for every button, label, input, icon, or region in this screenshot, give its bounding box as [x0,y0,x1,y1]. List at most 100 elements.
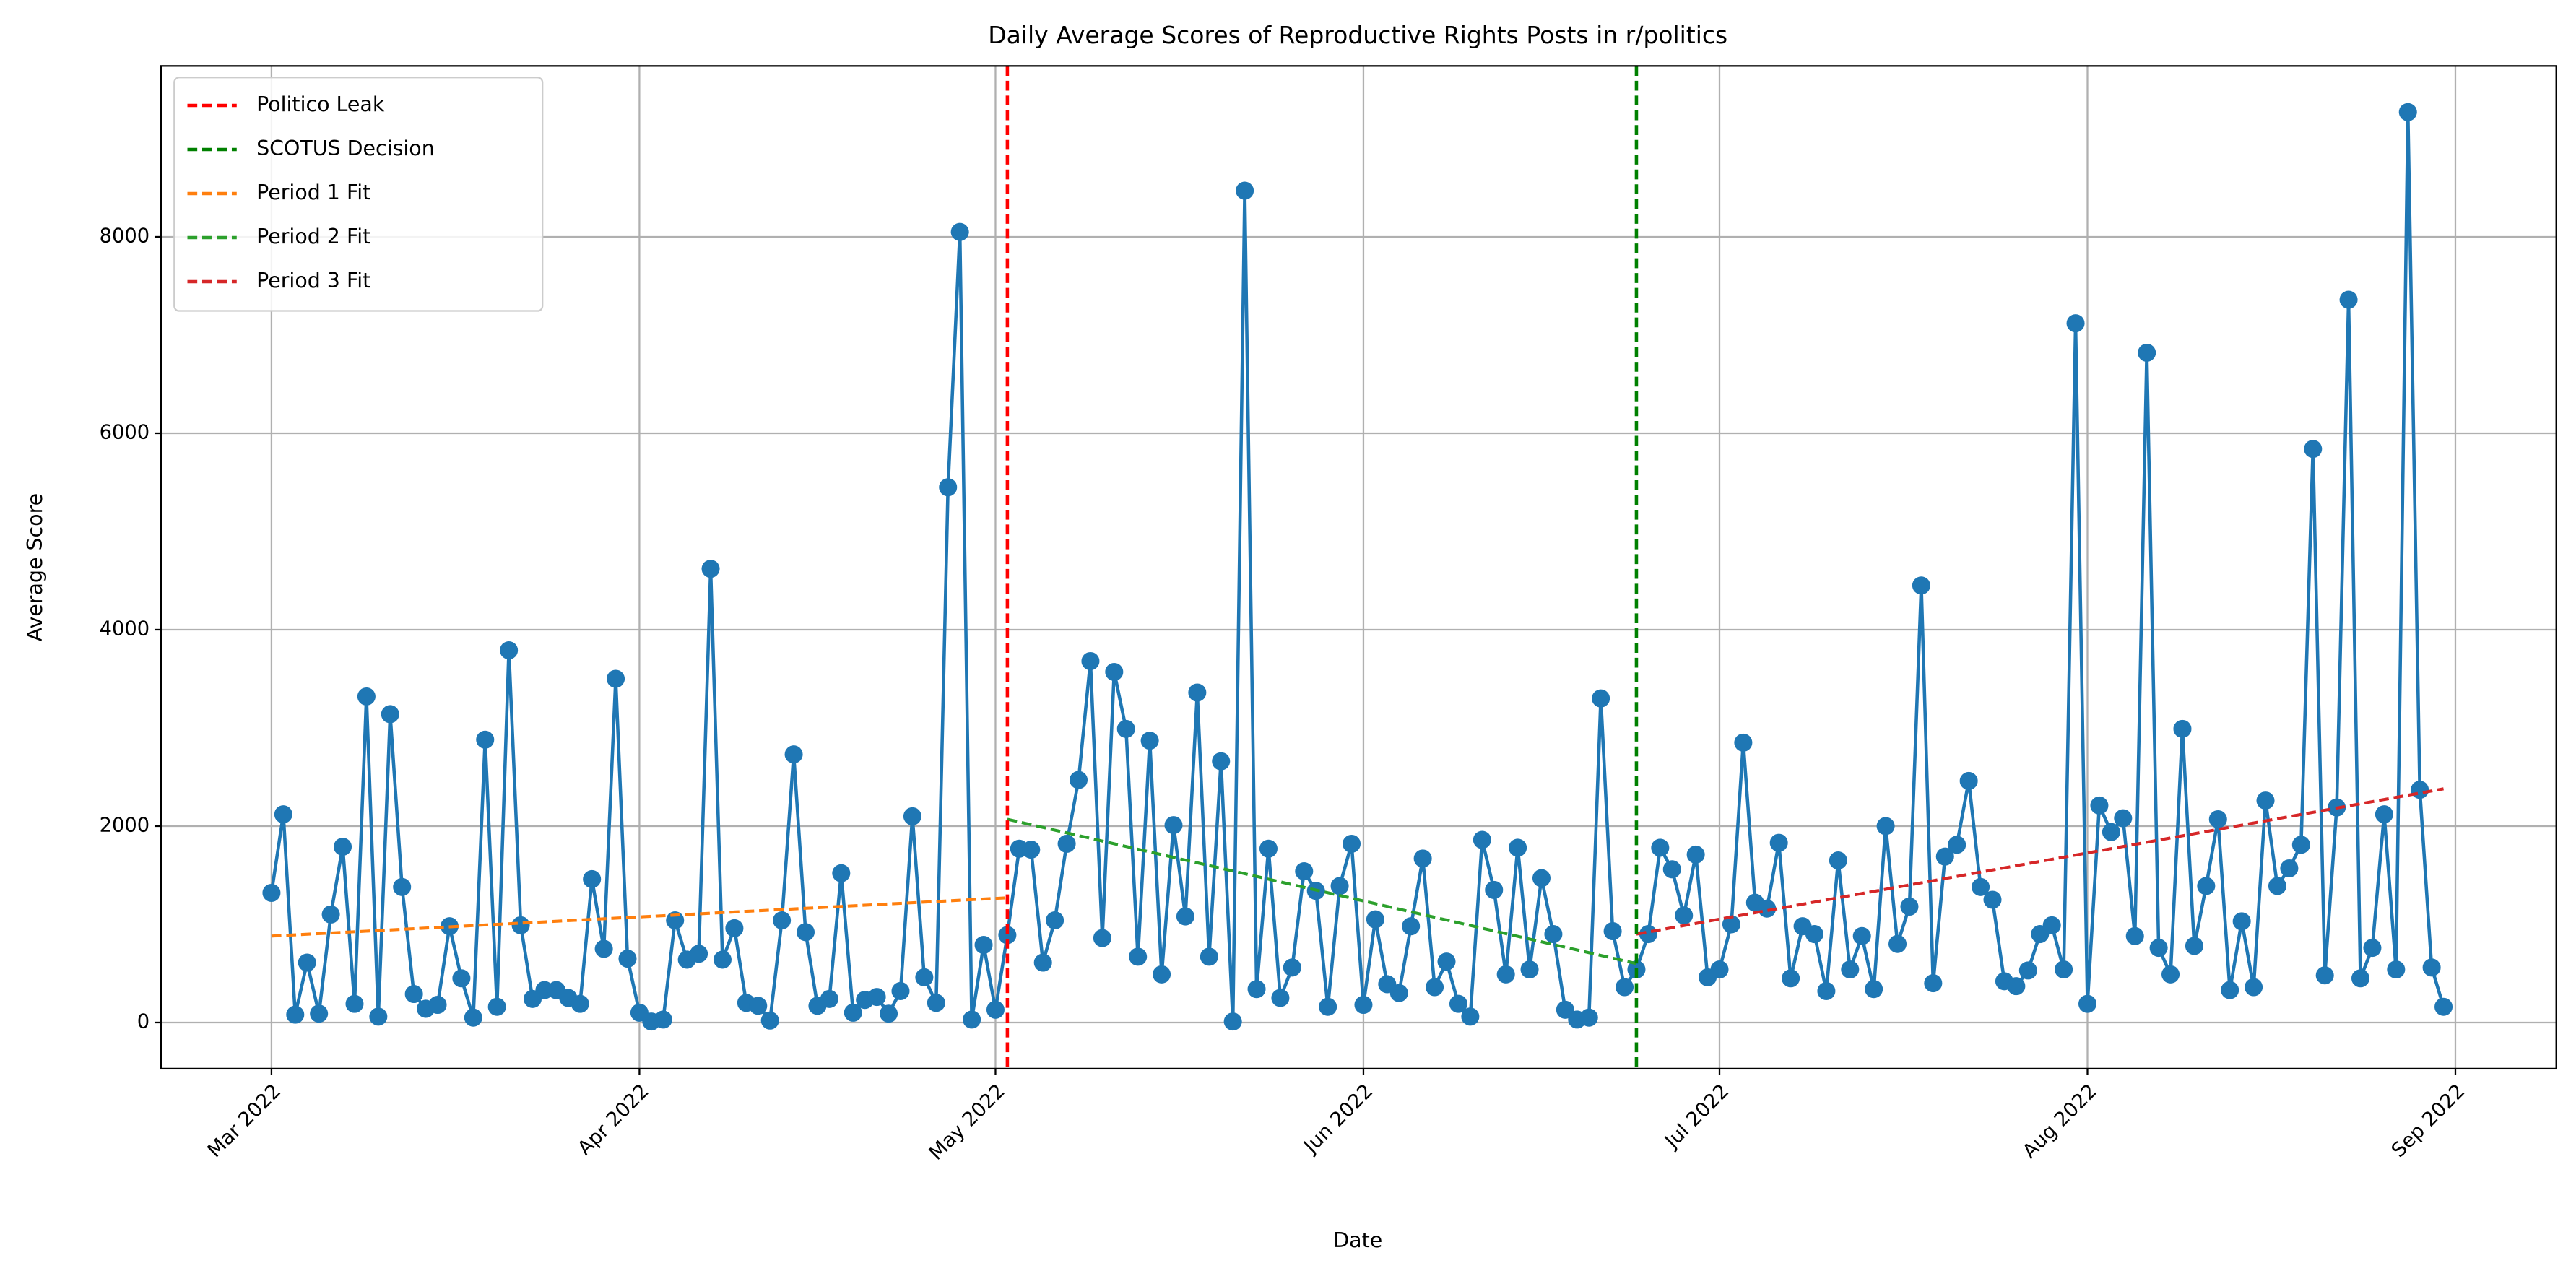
data-point [903,807,921,825]
data-point [393,877,412,896]
data-point [1413,849,1432,868]
data-point [1734,733,1753,752]
data-point [1259,839,1278,858]
data-point [404,985,423,1004]
data-point [927,994,945,1012]
data-point [452,969,471,988]
data-point [2304,440,2323,459]
data-point [1675,906,1694,925]
data-point [1520,960,1539,979]
legend-label: SCOTUS Decision [256,136,435,160]
data-point [867,988,886,1007]
data-point [607,669,625,688]
data-point [974,936,993,955]
data-point [1532,869,1551,887]
data-point [2007,977,2026,996]
data-point [2173,719,2192,738]
data-point [2114,809,2133,828]
data-point [1354,995,1373,1015]
data-point [1271,989,1290,1007]
data-point [939,478,958,497]
data-point [1402,917,1421,936]
data-point [2363,939,2382,958]
data-point [1069,771,1088,789]
data-point [1366,910,1384,929]
data-point [2125,926,2144,945]
x-tick-label: Aug 2022 [2018,1080,2102,1163]
data-point [1437,952,1456,971]
data-point [784,745,803,764]
data-point [1769,833,1788,852]
data-point [2245,978,2263,997]
data-point [2221,981,2239,999]
data-point [594,939,613,958]
legend-label: Period 1 Fit [256,181,370,204]
data-point [571,994,589,1013]
data-point [1485,880,1504,899]
data-point [274,805,292,824]
data-point [1876,817,1895,836]
data-point [2018,961,2037,980]
data-point [1900,897,1919,916]
data-point [998,926,1017,945]
x-tick-label: Apr 2022 [573,1080,654,1160]
data-point [760,1011,779,1030]
data-point [262,883,281,902]
data-point [487,997,506,1016]
data-point [1805,925,1824,944]
data-point [1343,834,1361,853]
legend-label: Politico Leak [256,92,385,116]
data-point [2055,960,2073,979]
data-point [1972,877,1990,896]
data-point [2256,791,2275,810]
data-point [2042,916,2061,934]
data-point [1295,862,1314,881]
data-point [1473,830,1491,849]
fit-line [271,896,1008,938]
data-point [1852,926,1871,945]
data-point [1817,981,1836,1000]
data-point [345,994,364,1013]
data-point [1330,877,1349,895]
data-point [310,1004,329,1023]
data-point [963,1010,981,1029]
data-point [428,995,447,1015]
data-point [1247,980,1266,999]
data-point [1710,960,1729,979]
legend-box [173,77,544,312]
y-tick-label: 6000 [100,421,149,443]
data-point [2434,997,2453,1016]
data-point [1081,651,1100,671]
data-point [357,687,376,706]
x-tick-label: May 2022 [925,1080,1010,1165]
y-tick-label: 0 [137,1010,149,1033]
data-point [2066,314,2085,333]
data-point [844,1003,862,1022]
data-point [915,968,934,986]
data-point [1093,929,1111,947]
data-point [511,916,530,934]
legend-label: Period 3 Fit [256,269,370,292]
data-point [1449,994,1467,1013]
data-point [1579,1008,1598,1027]
chart-title: Daily Average Scores of Reproductive Rig… [988,21,1727,49]
data-point [1782,969,1800,988]
data-point [2375,805,2393,824]
data-point [832,864,851,882]
data-point [1603,921,1622,941]
data-point [1509,838,1527,857]
data-point [2422,958,2441,977]
data-point [1912,576,1930,595]
data-point [1057,834,1076,853]
data-point [381,705,399,724]
data-point [1046,911,1064,930]
data-point [1236,181,1254,200]
data-point [2185,937,2203,955]
data-point [1758,899,1777,918]
data-point [1496,965,1515,984]
data-point [298,953,316,972]
data-point [2149,939,2168,958]
fit-line [1636,787,2444,936]
data-point [1283,958,1301,977]
data-point [1176,907,1194,926]
